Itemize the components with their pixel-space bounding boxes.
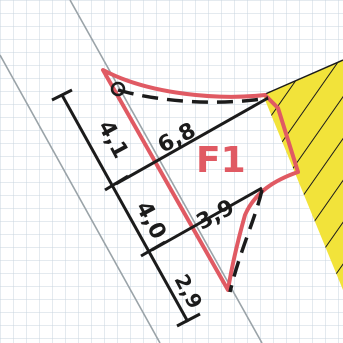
start-point-marker xyxy=(110,81,126,97)
parcel-outline xyxy=(101,68,300,292)
label-area-f1: F1 xyxy=(196,140,246,181)
measured-boundary xyxy=(117,88,269,293)
baseline xyxy=(60,94,190,323)
offset-lines xyxy=(115,96,269,252)
